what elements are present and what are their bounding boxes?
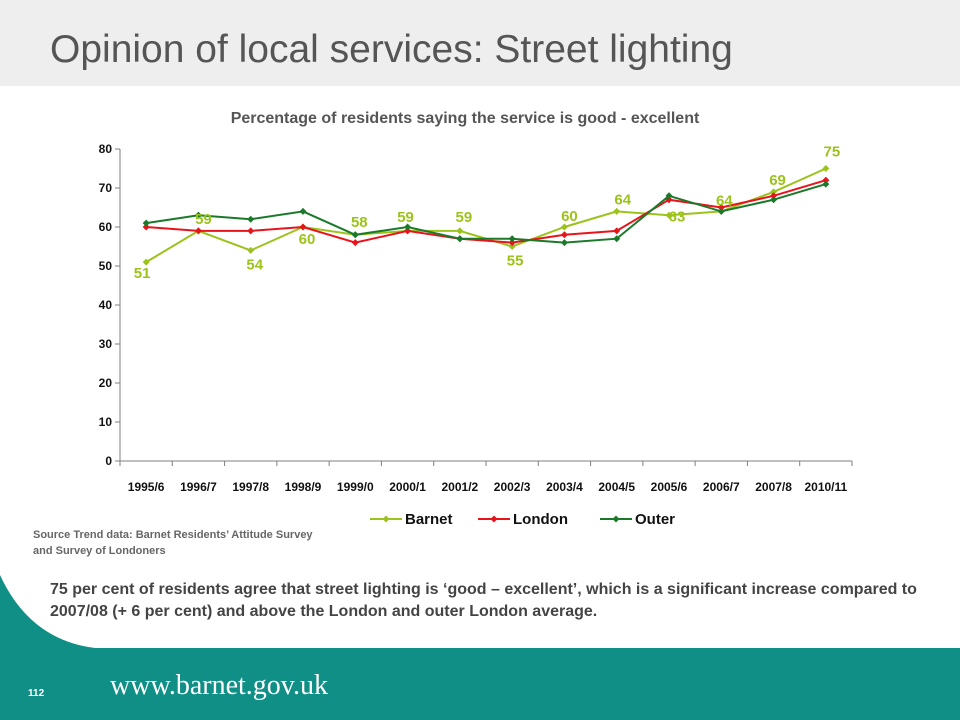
data-point-london [613, 227, 621, 235]
legend-marker-london [490, 515, 498, 523]
data-label-barnet: 54 [246, 256, 263, 273]
data-label-barnet: 59 [456, 209, 473, 226]
y-tick-label: 70 [99, 181, 113, 195]
data-point-london [142, 223, 150, 231]
series-line-outer [145, 183, 827, 244]
page-title: Opinion of local services: Street lighti… [50, 28, 733, 71]
data-label-barnet: 64 [614, 191, 631, 208]
data-point-outer [299, 207, 307, 215]
data-label-barnet: 64 [716, 192, 733, 209]
x-tick-label: 2002/3 [494, 480, 531, 494]
y-tick-label: 60 [99, 220, 113, 234]
y-tick-label: 80 [99, 142, 113, 156]
data-point-outer [247, 215, 255, 223]
x-tick-label: 1998/9 [285, 480, 322, 494]
data-label-barnet: 69 [769, 172, 786, 189]
x-tick-label: 1995/6 [128, 480, 165, 494]
series-line-barnet [145, 167, 827, 263]
data-point-outer [142, 219, 150, 227]
data-point-london [247, 227, 255, 235]
data-label-barnet: 59 [195, 211, 212, 228]
data-point-london [194, 227, 202, 235]
data-point-barnet [142, 258, 150, 266]
data-point-outer [351, 231, 359, 239]
data-point-london [404, 227, 412, 235]
summary-text: 75 per cent of residents agree that stre… [50, 581, 917, 620]
x-tick-label: 1996/7 [180, 480, 217, 494]
header-band [0, 0, 960, 86]
data-point-outer [508, 235, 516, 243]
data-point-outer [770, 196, 778, 204]
data-point-outer [822, 180, 830, 188]
data-point-outer [665, 192, 673, 200]
chart-title: Percentage of residents saying the servi… [230, 110, 700, 127]
data-point-barnet [770, 188, 778, 196]
x-tick-label: 2003/4 [546, 480, 583, 494]
data-point-london [822, 176, 830, 184]
x-tick-label: 2005/6 [651, 480, 688, 494]
x-tick-label: 2006/7 [703, 480, 740, 494]
data-point-outer [194, 211, 202, 219]
data-point-london [351, 239, 359, 247]
legend-marker-outer [612, 515, 620, 523]
y-tick-label: 30 [99, 337, 113, 351]
data-point-barnet [613, 207, 621, 215]
data-label-barnet: 60 [561, 208, 578, 225]
data-point-barnet [508, 243, 516, 250]
page-number: 112 [28, 688, 45, 699]
x-tick-label: 2000/1 [389, 480, 426, 494]
data-point-outer [456, 235, 464, 243]
legend-marker-barnet [382, 515, 390, 523]
data-label-barnet: 59 [397, 209, 414, 226]
x-tick-label: 2001/2 [442, 480, 479, 494]
data-label-barnet: 75 [824, 144, 841, 161]
data-label-barnet: 63 [669, 208, 686, 225]
x-tick-label: 2010/11 [804, 480, 847, 494]
data-point-outer [717, 207, 725, 215]
data-label-barnet: 60 [299, 231, 316, 248]
data-label-barnet: 58 [351, 214, 368, 231]
data-point-barnet [665, 211, 673, 219]
data-point-outer [404, 223, 412, 231]
legend-label-outer: Outer [635, 511, 675, 528]
data-point-outer [613, 235, 621, 243]
y-tick-label: 50 [99, 259, 113, 273]
data-point-london [770, 192, 778, 200]
data-point-barnet [560, 223, 568, 231]
data-point-london [717, 204, 725, 211]
data-point-london [560, 231, 568, 239]
data-point-barnet [822, 165, 830, 172]
y-tick-label: 10 [99, 415, 113, 429]
series-line-london [146, 179, 827, 244]
data-point-barnet [247, 246, 255, 254]
data-point-outer [560, 239, 568, 247]
legend-label-barnet: Barnet [405, 511, 453, 528]
x-tick-label: 2004/5 [598, 480, 635, 494]
data-point-london [508, 239, 516, 247]
x-tick-label: 1999/0 [337, 480, 374, 494]
legend-label-london: London [513, 511, 568, 528]
y-tick-label: 20 [99, 376, 113, 390]
data-point-barnet [456, 227, 464, 235]
data-label-barnet: 55 [507, 253, 524, 270]
data-label-barnet: 51 [134, 265, 151, 282]
x-tick-label: 1997/8 [232, 480, 269, 494]
y-tick-label: 40 [99, 298, 113, 312]
data-point-london [299, 223, 307, 231]
website-link[interactable]: www.barnet.gov.uk [110, 670, 328, 701]
y-tick-label: 0 [105, 454, 112, 468]
source-note: Source Trend data: Barnet Residents’ Att… [33, 529, 313, 557]
x-tick-label: 2007/8 [755, 480, 792, 494]
